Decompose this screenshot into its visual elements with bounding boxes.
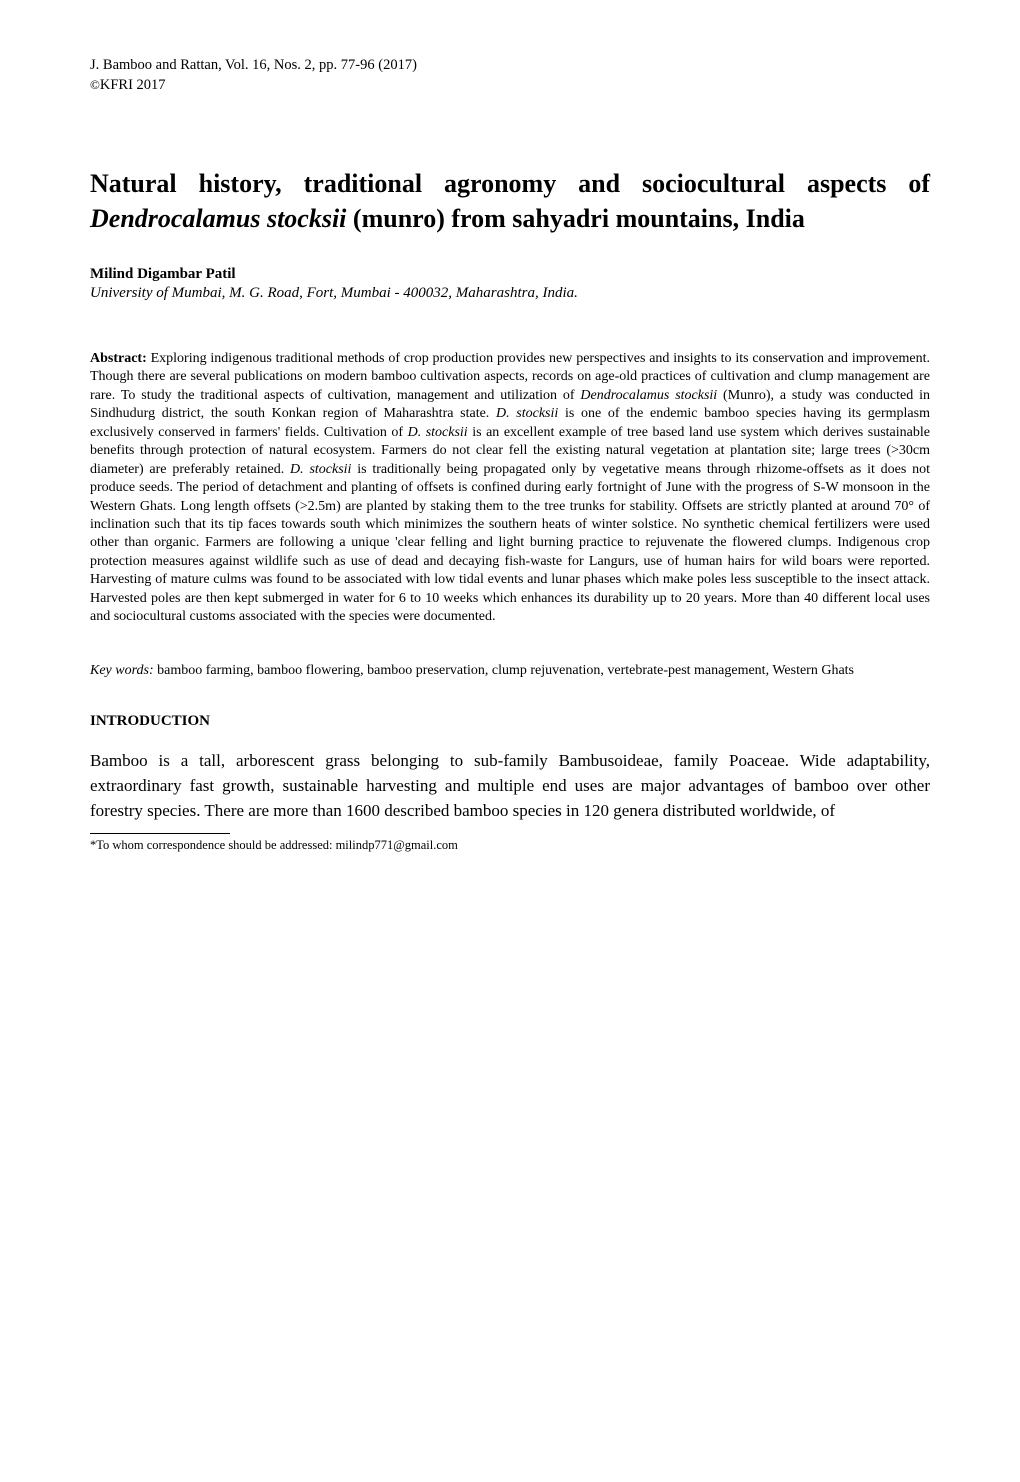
copyright-line: ©KFRI 2017 [90, 75, 930, 95]
keywords-text: bamboo farming, bamboo flowering, bamboo… [157, 663, 854, 678]
journal-header: J. Bamboo and Rattan, Vol. 16, Nos. 2, p… [90, 55, 930, 96]
journal-citation: J. Bamboo and Rattan, Vol. 16, Nos. 2, p… [90, 55, 930, 75]
footnote-correspondence: *To whom correspondence should be addres… [90, 838, 930, 853]
keywords-block: Key words: bamboo farming, bamboo flower… [90, 662, 930, 681]
title-part1: Natural history, traditional agronomy an… [90, 169, 930, 198]
keywords-label: Key words: [90, 663, 157, 678]
section-heading-introduction: INTRODUCTION [90, 713, 930, 730]
title-part2: (munro) from sahyadri mountains, India [346, 204, 804, 233]
copyright-symbol: © [90, 77, 100, 92]
author-affiliation: University of Mumbai, M. G. Road, Fort, … [90, 285, 930, 302]
abstract-species1: Dendrocalamus stocksii [580, 388, 717, 403]
copyright-holder: KFRI 2017 [100, 77, 166, 93]
footnote-divider [90, 833, 230, 834]
abstract-species3: D. stocksii [408, 425, 468, 440]
abstract-text5: is traditionally being propagated only b… [90, 462, 930, 625]
abstract-species4: D. stocksii [290, 462, 351, 477]
abstract-block: Abstract: Exploring indigenous tradition… [90, 350, 930, 627]
body-paragraph: Bamboo is a tall, arborescent grass belo… [90, 748, 930, 823]
abstract-label: Abstract: [90, 351, 151, 366]
article-title: Natural history, traditional agronomy an… [90, 166, 930, 236]
abstract-species2: D. stocksii [496, 406, 558, 421]
author-name: Milind Digambar Patil [90, 266, 930, 283]
title-species: Dendrocalamus stocksii [90, 204, 346, 233]
